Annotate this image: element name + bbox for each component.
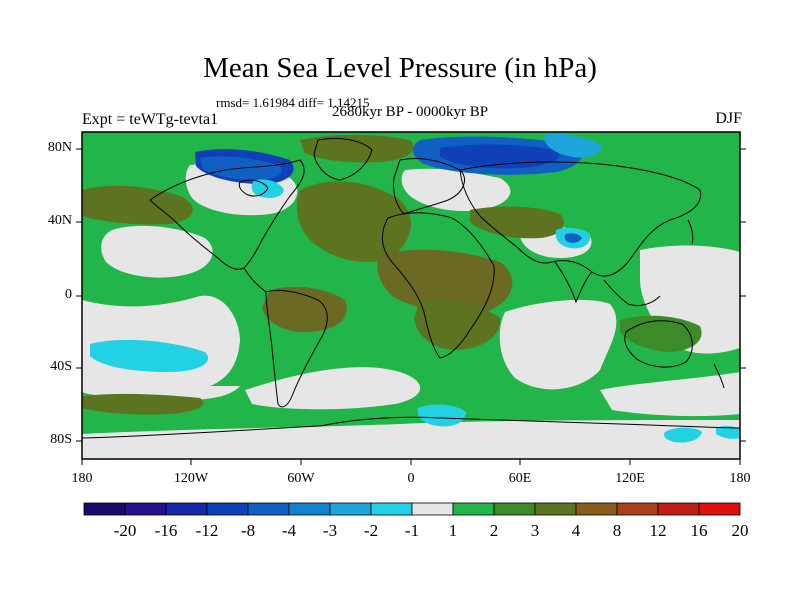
lon-label-120w: 120W (173, 471, 209, 486)
coastline-antarctica (82, 416, 740, 439)
region-near-zero-south-indian (600, 372, 740, 417)
colorbar-label-1: -16 (154, 521, 178, 540)
coastline-japan (687, 219, 694, 245)
colorbar-box-4 (247, 502, 290, 516)
colorbar-label-2: -12 (195, 521, 219, 540)
colorbar-label-10: 3 (530, 521, 540, 540)
colorbar-label-3: -8 (240, 521, 256, 540)
colorbar-box-0 (83, 502, 126, 516)
coastline-new-zealand (713, 363, 725, 389)
colorbar-label-15: 20 (731, 521, 749, 540)
lon-label-0: 0 (407, 471, 415, 486)
colorbar-label-12: 8 (612, 521, 622, 540)
region-near-zero-east-pacific (82, 295, 240, 386)
lat-ticks (76, 148, 746, 442)
region-near-zero-siberia (401, 168, 511, 212)
experiment-label: Expt = teWTg-tevta1 (82, 111, 219, 128)
colorbar-label-6: -2 (363, 521, 379, 540)
lon-label-180-right: 180 (729, 471, 751, 486)
colorbar-label-9: 2 (489, 521, 499, 540)
lon-label-120e: 120E (615, 471, 645, 486)
region-positive-eurasia (470, 206, 564, 239)
coastline-south-america (265, 289, 328, 408)
colorbar-box-5 (288, 502, 331, 516)
region-positive-south-africa (414, 298, 501, 350)
region-negative-tibet-core (564, 233, 582, 243)
colorbar-label-14: 16 (690, 521, 708, 540)
colorbar-label-4: -4 (281, 521, 297, 540)
colorbar-box-8 (411, 502, 454, 516)
lon-ticks (81, 459, 741, 465)
lat-label-0: 0 (65, 287, 72, 302)
colorbar-label-7: -1 (404, 521, 420, 540)
colorbar (83, 502, 741, 516)
colorbar-box-6 (329, 502, 372, 516)
lat-label-40n: 40N (47, 213, 72, 228)
colorbar-box-9 (452, 502, 495, 516)
region-positive-africa (377, 249, 513, 314)
lat-label-80s: 80S (50, 432, 72, 447)
coastlines (82, 137, 740, 439)
lon-label-60e: 60E (508, 471, 532, 486)
region-negative-antarctic-atlantic (417, 404, 466, 427)
coastline-southeast-asia (603, 279, 661, 307)
region-positive-north-pacific (82, 185, 193, 225)
region-positive-south-america (262, 286, 347, 333)
season-label: DJF (715, 110, 742, 127)
lat-label-80n: 80N (47, 140, 72, 155)
period-label: 2680kyr BP - 0000kyr BP (331, 104, 489, 120)
coastline-north-america (149, 159, 305, 270)
coastline-hudson-bay (238, 179, 269, 197)
lon-label-60w: 60W (287, 471, 315, 486)
colorbar-box-13 (616, 502, 659, 516)
colorbar-box-15 (698, 502, 741, 516)
region-negative-south-pacific (90, 339, 209, 372)
colorbar-label-11: 4 (571, 521, 581, 540)
coastline-africa (382, 212, 495, 359)
lon-label-180-left: 180 (71, 471, 93, 486)
colorbar-label-5: -3 (322, 521, 338, 540)
coastline-greenland (313, 137, 373, 181)
region-positive-arctic (300, 134, 414, 163)
coastline-central-america (243, 267, 267, 293)
colorbar-box-2 (165, 502, 208, 516)
region-negative-antarctic-east (716, 425, 740, 439)
coastline-asia (459, 161, 702, 277)
colorbar-box-14 (657, 502, 700, 516)
lat-label-40s: 40S (50, 359, 72, 374)
colorbar-label-0: -20 (113, 521, 137, 540)
coastline-india (554, 261, 593, 304)
region-positive-south-ocean-west (82, 393, 204, 415)
map-title: Mean Sea Level Pressure (in hPa) (203, 52, 597, 84)
colorbar-box-3 (206, 502, 249, 516)
coastline-europe (393, 157, 465, 215)
colorbar-box-11 (534, 502, 577, 516)
coastline-australia (624, 320, 693, 368)
colorbar-box-12 (575, 502, 618, 516)
pressure-field (82, 132, 740, 459)
colorbar-box-7 (370, 502, 413, 516)
region-negative-antarctic-pacific (664, 427, 702, 443)
region-negative-siberia-ring (544, 133, 602, 158)
stats-line: rmsd= 1.61984 diff= 1.14215 (216, 95, 370, 110)
region-near-zero-indian-ocean (499, 299, 617, 390)
colorbar-box-1 (124, 502, 167, 516)
colorbar-label-8: 1 (448, 521, 458, 540)
region-near-zero-north-pacific (101, 225, 213, 278)
colorbar-box-10 (493, 502, 536, 516)
region-near-zero-south-atlantic-low (245, 367, 421, 410)
colorbar-label-13: 12 (649, 521, 667, 540)
